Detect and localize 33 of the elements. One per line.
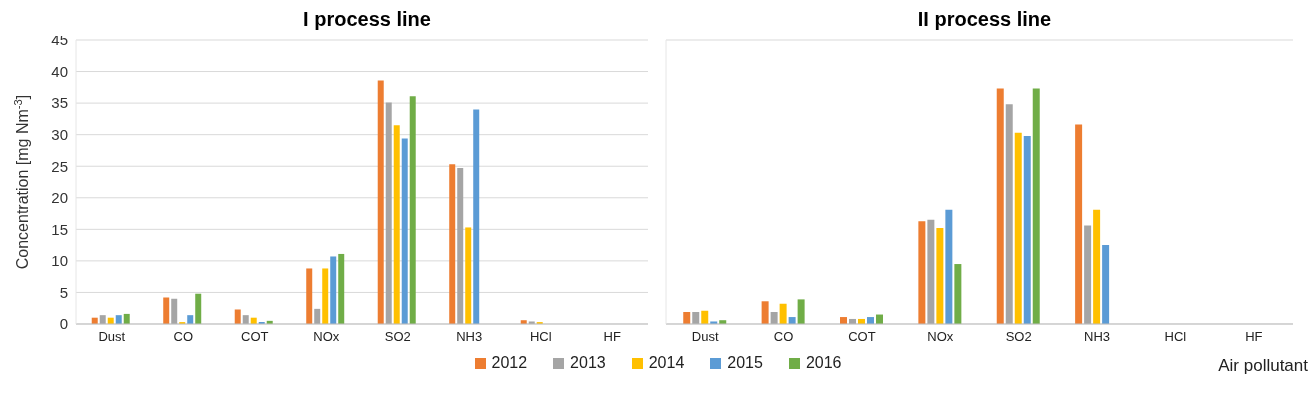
x-tick-label: CO xyxy=(173,329,193,345)
y-tick-label: 0 xyxy=(59,315,68,333)
x-tick-label: COT xyxy=(241,329,269,345)
x-tick-label: HCl xyxy=(1164,329,1187,345)
x-tick-label: HF xyxy=(603,329,621,345)
x-tick-label: NOx xyxy=(313,329,340,345)
y-tick-label: 25 xyxy=(51,157,68,175)
legend-label: 2012 xyxy=(490,354,528,372)
legend-label: 2014 xyxy=(647,354,685,372)
x-tick-label: NH3 xyxy=(456,329,483,345)
x-tick-label: SO2 xyxy=(1005,329,1032,345)
y-tick-label: 40 xyxy=(51,62,68,80)
x-tick-label: HF xyxy=(1245,329,1263,345)
x-tick-label: Dust xyxy=(691,329,719,345)
legend-label: 2016 xyxy=(804,354,842,372)
x-tick-label: NH3 xyxy=(1084,329,1111,345)
x-tick-label: CO xyxy=(773,329,794,345)
chart-title: II process line xyxy=(916,8,1053,32)
y-tick-label: 10 xyxy=(51,252,68,270)
x-tick-label: NOx xyxy=(927,329,954,345)
y-tick-label: 20 xyxy=(51,189,68,207)
y-tick-label: 35 xyxy=(51,94,68,112)
legend-label: 2015 xyxy=(726,354,763,372)
y-tick-label: 5 xyxy=(59,283,68,301)
legend-label: 2013 xyxy=(569,354,606,372)
x-axis-title: Air pollutant xyxy=(1218,356,1308,376)
chart-title: I process line xyxy=(303,8,431,30)
x-tick-label: SO2 xyxy=(384,329,411,345)
y-tick-label: 30 xyxy=(51,125,68,143)
x-tick-label: HCl xyxy=(529,329,552,345)
y-tick-label: 15 xyxy=(51,220,68,238)
x-tick-label: COT xyxy=(848,329,876,345)
x-tick-label: Dust xyxy=(98,329,126,345)
